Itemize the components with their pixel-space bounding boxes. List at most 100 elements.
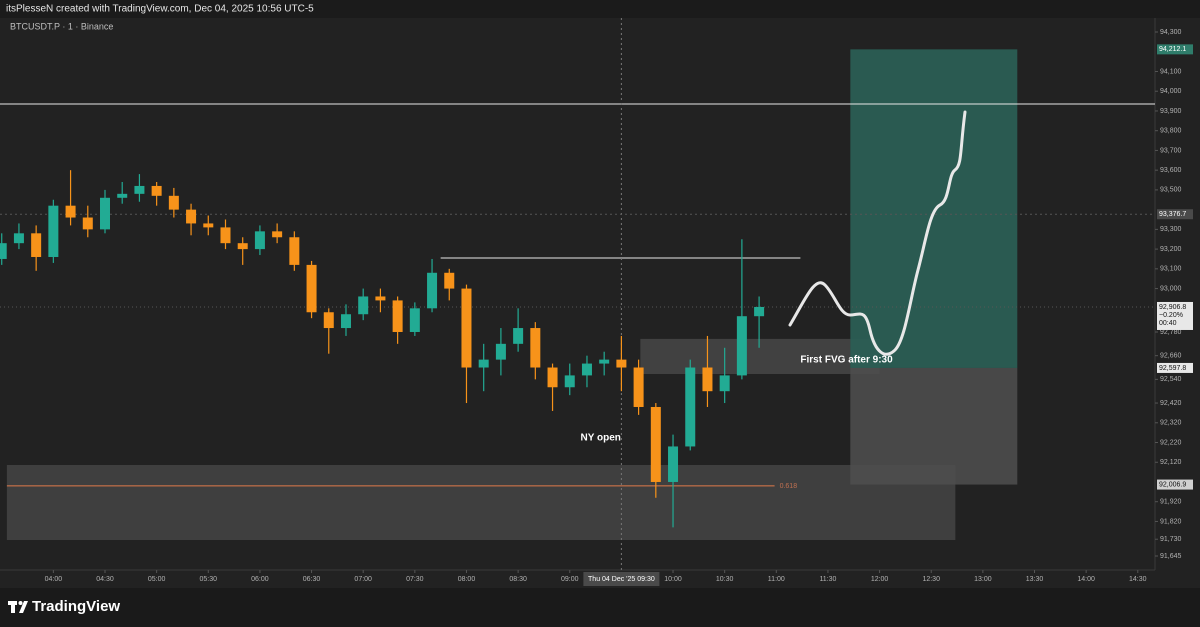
logo-stem: [11, 601, 15, 613]
y-tick-label: 91,645: [1160, 553, 1182, 560]
x-tick-label: 09:00: [561, 576, 579, 583]
current-price-countdown: 00:40: [1159, 320, 1177, 327]
candle-body: [581, 363, 592, 376]
x-tick-label: 06:30: [303, 576, 321, 583]
x-tick-label: 07:30: [406, 576, 424, 583]
target-price-label: 94,212.1: [1159, 46, 1186, 53]
candle-body: [100, 197, 110, 230]
y-tick-label: 92,540: [1160, 376, 1182, 383]
target-price-label-bg: [1157, 44, 1193, 55]
x-tick-label: 11:00: [768, 576, 785, 583]
x-tick-label: 04:30: [96, 576, 114, 583]
candle-body: [633, 367, 644, 407]
y-tick-label: 91,820: [1160, 518, 1182, 525]
y-tick-label: 93,000: [1160, 285, 1182, 292]
candle-body: [82, 217, 93, 230]
fvg-zone: [640, 338, 880, 375]
candle-body: [168, 195, 179, 210]
candle-body: [134, 185, 145, 194]
y-tick-label: 94,100: [1160, 68, 1182, 75]
candle-body: [702, 367, 713, 392]
crosshair-time-label: Thu 04 Dec '25 09:30: [588, 576, 655, 583]
candle-body: [272, 231, 283, 238]
footer-bar: [0, 588, 1200, 627]
candle-body: [736, 316, 747, 376]
candle-body: [323, 312, 334, 329]
y-tick-label: 93,600: [1160, 167, 1182, 174]
y-tick-label: 91,920: [1160, 499, 1182, 506]
y-tick-label: 93,800: [1160, 128, 1182, 135]
crosshair-time-bg: [583, 572, 660, 586]
candle-body: [48, 205, 59, 257]
y-tick-label: 92,780: [1160, 329, 1182, 336]
annotation: First FVG after 9:30: [800, 355, 893, 366]
x-tick-label: 05:30: [200, 576, 218, 583]
projected-path: [788, 110, 967, 356]
candle-body: [220, 227, 231, 244]
candle-body: [513, 328, 524, 344]
candle-body: [237, 243, 248, 250]
candle-body: [375, 296, 386, 301]
candle-body: [13, 233, 24, 244]
fib-zone: [6, 465, 956, 541]
annotation: NY open: [581, 433, 621, 444]
x-tick-label: 11:30: [819, 576, 836, 583]
entry-price-label: 92,597.8: [1159, 365, 1186, 372]
candle-body: [117, 193, 128, 198]
candle-body: [478, 359, 489, 368]
candle-body: [427, 272, 438, 309]
y-tick-label: 92,120: [1160, 459, 1182, 466]
x-tick-label: 04:00: [45, 576, 63, 583]
x-tick-label: 06:00: [251, 576, 269, 583]
crosshair-price-label: 93,376.7: [1159, 211, 1186, 218]
logo-dot: [18, 601, 23, 605]
candle-body: [186, 209, 197, 224]
y-tick-label: 92,420: [1160, 400, 1182, 407]
candle-body: [495, 343, 506, 360]
y-tick-label: 92,660: [1160, 353, 1182, 360]
x-tick-label: 10:00: [664, 576, 682, 583]
x-tick-label: 14:00: [1077, 576, 1095, 583]
y-tick-label: 93,300: [1160, 226, 1182, 233]
current-price-label: 92,906.8: [1159, 304, 1186, 311]
y-tick-label: 91,730: [1160, 536, 1182, 543]
current-price-change: −0.20%: [1159, 312, 1183, 319]
position-target-zone: [850, 49, 1018, 368]
y-tick-label: 94,000: [1160, 88, 1182, 95]
candle-body: [392, 300, 403, 332]
brand-logo: [8, 601, 28, 613]
symbol: BTCUSDT.P · 1 · Binance: [10, 21, 113, 31]
candle-body: [31, 233, 42, 257]
candle-body: [0, 243, 7, 259]
y-tick-label: 94,300: [1160, 29, 1182, 36]
x-tick-label: 12:30: [922, 576, 940, 583]
x-tick-label: 07:00: [354, 576, 372, 583]
candle-body: [564, 375, 575, 388]
candle-body: [306, 264, 317, 313]
candle-body: [409, 308, 420, 332]
candle-body: [547, 367, 558, 388]
current-price-bg: [1157, 301, 1193, 330]
candle-body: [151, 185, 162, 196]
header-bar: [0, 0, 1200, 18]
brand-name: TradingView: [32, 598, 120, 615]
header-text: itsPlesseN created with TradingView.com,…: [6, 4, 314, 15]
x-tick-label: 05:00: [148, 576, 166, 583]
y-tick-label: 92,320: [1160, 420, 1182, 427]
candle-body: [358, 296, 369, 315]
candle-body: [754, 306, 765, 317]
stop-price-label: 92,006.9: [1159, 481, 1186, 488]
x-tick-label: 12:00: [871, 576, 889, 583]
candle-body: [289, 237, 300, 265]
candle-body: [461, 288, 472, 368]
candle-body: [203, 223, 214, 228]
candle-body: [668, 446, 679, 482]
x-tick-label: 08:30: [509, 576, 527, 583]
y-tick-label: 93,700: [1160, 147, 1182, 154]
candle-body: [444, 272, 455, 289]
stop-price-label-bg: [1157, 479, 1193, 490]
candle-body: [599, 359, 610, 364]
entry-price-label-bg: [1157, 362, 1193, 373]
x-tick-label: 10:30: [716, 576, 734, 583]
